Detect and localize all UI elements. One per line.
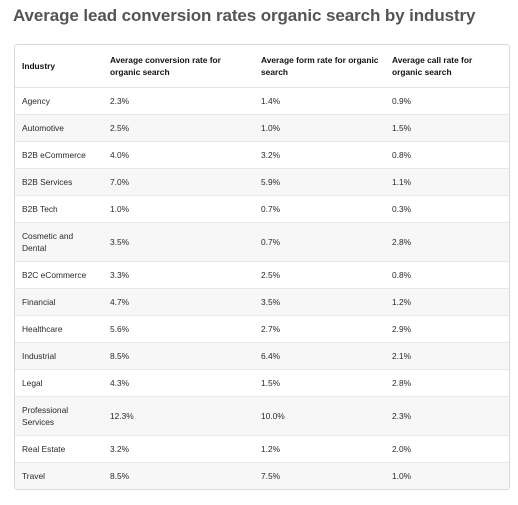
table-row: Real Estate 3.2% 1.2% 2.0%: [15, 435, 509, 463]
cell-conversion-rate: 3.2%: [103, 435, 254, 463]
cell-industry: Travel: [15, 462, 103, 489]
cell-conversion-rate: 4.3%: [103, 369, 254, 397]
cell-industry: Agency: [15, 87, 103, 115]
cell-call-rate: 2.0%: [385, 435, 509, 463]
table-row: B2B Tech 1.0% 0.7% 0.3%: [15, 195, 509, 223]
cell-industry: Automotive: [15, 114, 103, 142]
table-row: Legal 4.3% 1.5% 2.8%: [15, 369, 509, 397]
cell-call-rate: 2.8%: [385, 369, 509, 397]
page-title: Average lead conversion rates organic se…: [13, 6, 476, 25]
cell-form-rate: 5.9%: [254, 168, 385, 196]
cell-form-rate: 10.0%: [254, 396, 385, 436]
cell-industry: Cosmetic and Dental: [15, 222, 103, 262]
cell-form-rate: 1.5%: [254, 369, 385, 397]
cell-industry: Healthcare: [15, 315, 103, 343]
table-row: Industrial 8.5% 6.4% 2.1%: [15, 342, 509, 370]
table-row: Healthcare 5.6% 2.7% 2.9%: [15, 315, 509, 343]
header-conversion-rate: Average conversion rate for organic sear…: [103, 45, 254, 88]
cell-industry: Legal: [15, 369, 103, 397]
cell-form-rate: 2.5%: [254, 261, 385, 289]
cell-call-rate: 0.3%: [385, 195, 509, 223]
cell-industry: B2B eCommerce: [15, 141, 103, 169]
cell-form-rate: 2.7%: [254, 315, 385, 343]
cell-conversion-rate: 7.0%: [103, 168, 254, 196]
cell-industry: Real Estate: [15, 435, 103, 463]
cell-conversion-rate: 4.0%: [103, 141, 254, 169]
cell-call-rate: 1.5%: [385, 114, 509, 142]
cell-call-rate: 2.1%: [385, 342, 509, 370]
cell-form-rate: 0.7%: [254, 195, 385, 223]
cell-form-rate: 1.2%: [254, 435, 385, 463]
cell-call-rate: 2.3%: [385, 396, 509, 436]
header-call-rate: Average call rate for organic search: [385, 45, 509, 88]
table-row: B2B eCommerce 4.0% 3.2% 0.8%: [15, 141, 509, 169]
cell-call-rate: 0.8%: [385, 141, 509, 169]
conversion-rates-table: Industry Average conversion rate for org…: [15, 45, 509, 489]
cell-call-rate: 2.9%: [385, 315, 509, 343]
cell-conversion-rate: 5.6%: [103, 315, 254, 343]
cell-industry: B2C eCommerce: [15, 261, 103, 289]
cell-call-rate: 1.2%: [385, 288, 509, 316]
cell-call-rate: 1.0%: [385, 462, 509, 489]
table-row: B2B Services 7.0% 5.9% 1.1%: [15, 168, 509, 196]
cell-industry: B2B Services: [15, 168, 103, 196]
cell-industry: Professional Services: [15, 396, 103, 436]
table-row: Automotive 2.5% 1.0% 1.5%: [15, 114, 509, 142]
cell-conversion-rate: 8.5%: [103, 342, 254, 370]
table-row: Agency 2.3% 1.4% 0.9%: [15, 87, 509, 115]
cell-conversion-rate: 4.7%: [103, 288, 254, 316]
cell-form-rate: 1.4%: [254, 87, 385, 115]
cell-industry: Industrial: [15, 342, 103, 370]
table-row: Cosmetic and Dental 3.5% 0.7% 2.8%: [15, 222, 509, 262]
table-row: Travel 8.5% 7.5% 1.0%: [15, 462, 509, 489]
cell-conversion-rate: 3.3%: [103, 261, 254, 289]
cell-conversion-rate: 8.5%: [103, 462, 254, 489]
header-industry: Industry: [15, 45, 103, 88]
cell-industry: Financial: [15, 288, 103, 316]
data-table-container: Industry Average conversion rate for org…: [14, 44, 510, 490]
cell-form-rate: 6.4%: [254, 342, 385, 370]
cell-form-rate: 1.0%: [254, 114, 385, 142]
cell-conversion-rate: 2.3%: [103, 87, 254, 115]
cell-conversion-rate: 1.0%: [103, 195, 254, 223]
table-row: B2C eCommerce 3.3% 2.5% 0.8%: [15, 261, 509, 289]
cell-conversion-rate: 2.5%: [103, 114, 254, 142]
cell-form-rate: 3.2%: [254, 141, 385, 169]
cell-form-rate: 0.7%: [254, 222, 385, 262]
cell-call-rate: 0.8%: [385, 261, 509, 289]
header-form-rate: Average form rate for organic search: [254, 45, 385, 88]
cell-form-rate: 3.5%: [254, 288, 385, 316]
cell-form-rate: 7.5%: [254, 462, 385, 489]
cell-conversion-rate: 12.3%: [103, 396, 254, 436]
table-row: Financial 4.7% 3.5% 1.2%: [15, 288, 509, 316]
table-row: Professional Services 12.3% 10.0% 2.3%: [15, 396, 509, 436]
cell-call-rate: 1.1%: [385, 168, 509, 196]
cell-conversion-rate: 3.5%: [103, 222, 254, 262]
table-header-row: Industry Average conversion rate for org…: [15, 45, 509, 88]
cell-industry: B2B Tech: [15, 195, 103, 223]
cell-call-rate: 0.9%: [385, 87, 509, 115]
cell-call-rate: 2.8%: [385, 222, 509, 262]
